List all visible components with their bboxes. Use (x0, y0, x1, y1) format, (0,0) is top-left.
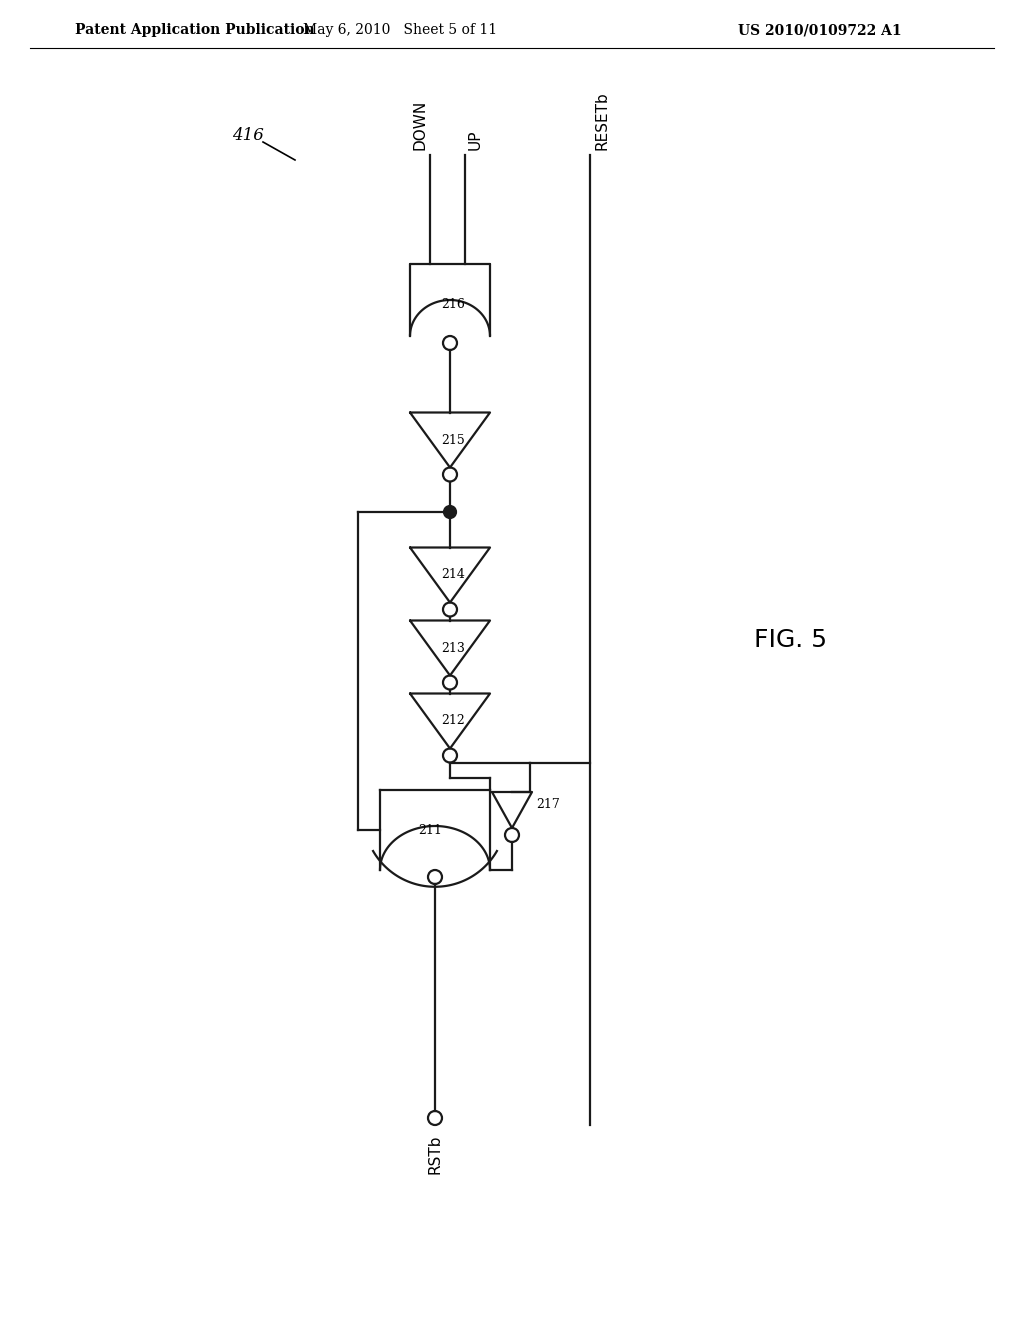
Text: 216: 216 (441, 297, 465, 310)
Text: 217: 217 (536, 799, 560, 812)
Text: 416: 416 (232, 127, 264, 144)
Text: 213: 213 (441, 642, 465, 655)
Circle shape (444, 506, 456, 517)
Text: 211: 211 (418, 824, 442, 837)
Text: DOWN: DOWN (412, 100, 427, 150)
Text: 212: 212 (441, 714, 465, 727)
Text: US 2010/0109722 A1: US 2010/0109722 A1 (738, 22, 902, 37)
Text: Patent Application Publication: Patent Application Publication (75, 22, 314, 37)
Text: FIG. 5: FIG. 5 (754, 628, 826, 652)
Text: RSTb: RSTb (427, 1135, 442, 1175)
Text: 214: 214 (441, 569, 465, 582)
Text: May 6, 2010   Sheet 5 of 11: May 6, 2010 Sheet 5 of 11 (303, 22, 497, 37)
Text: UP: UP (468, 129, 483, 150)
Text: 215: 215 (441, 433, 465, 446)
Text: RESETb: RESETb (595, 91, 610, 150)
